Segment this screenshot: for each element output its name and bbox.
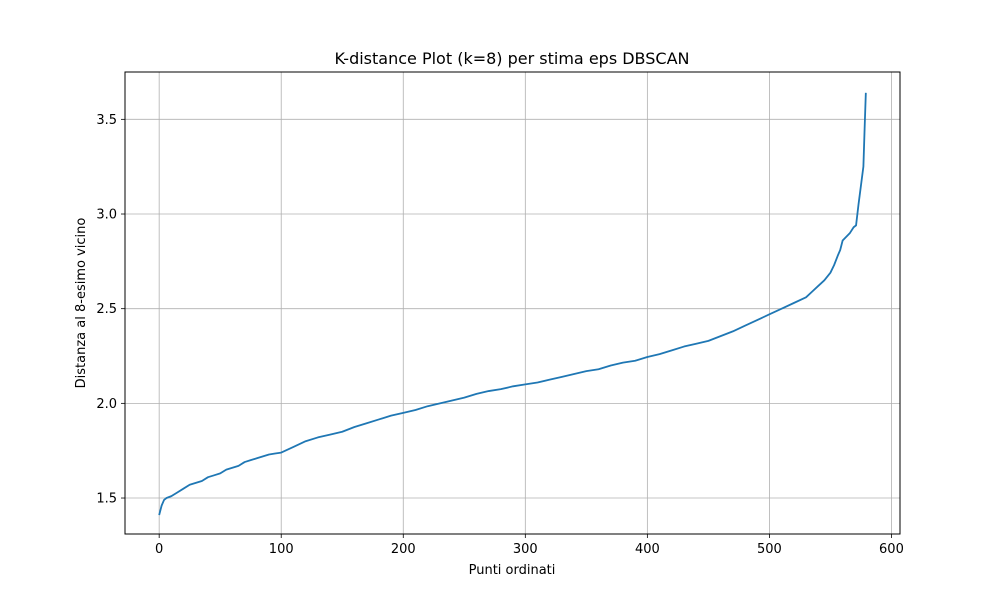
x-tick-label: 600 [879, 542, 904, 557]
x-tick-label: 200 [391, 542, 416, 557]
y-tick-label: 3.5 [96, 113, 117, 128]
x-tick-label: 300 [513, 542, 538, 557]
y-axis-label: Distanza al 8-esimo vicino [74, 218, 89, 389]
ticks: 0 100 200 300 400 500 600 1.5 2.0 2.5 3.0 3.5 [96, 113, 904, 557]
x-tick-label: 0 [155, 542, 163, 557]
y-tick-label: 1.5 [96, 492, 117, 507]
y-tick-label: 2.5 [96, 302, 117, 317]
x-axis-label: Punti ordinati [469, 563, 556, 578]
x-tick-label: 500 [757, 542, 782, 557]
y-tick-label: 3.0 [96, 208, 117, 223]
chart-title: K-distance Plot (k=8) per stima eps DBSC… [334, 49, 689, 68]
series-layer [158, 92, 867, 516]
x-tick-label: 100 [269, 542, 294, 557]
plot-frame [124, 71, 901, 535]
x-tick-label: 400 [635, 542, 660, 557]
series-line-0 [158, 92, 867, 516]
grid [125, 72, 900, 534]
y-tick-label: 2.0 [96, 397, 117, 412]
